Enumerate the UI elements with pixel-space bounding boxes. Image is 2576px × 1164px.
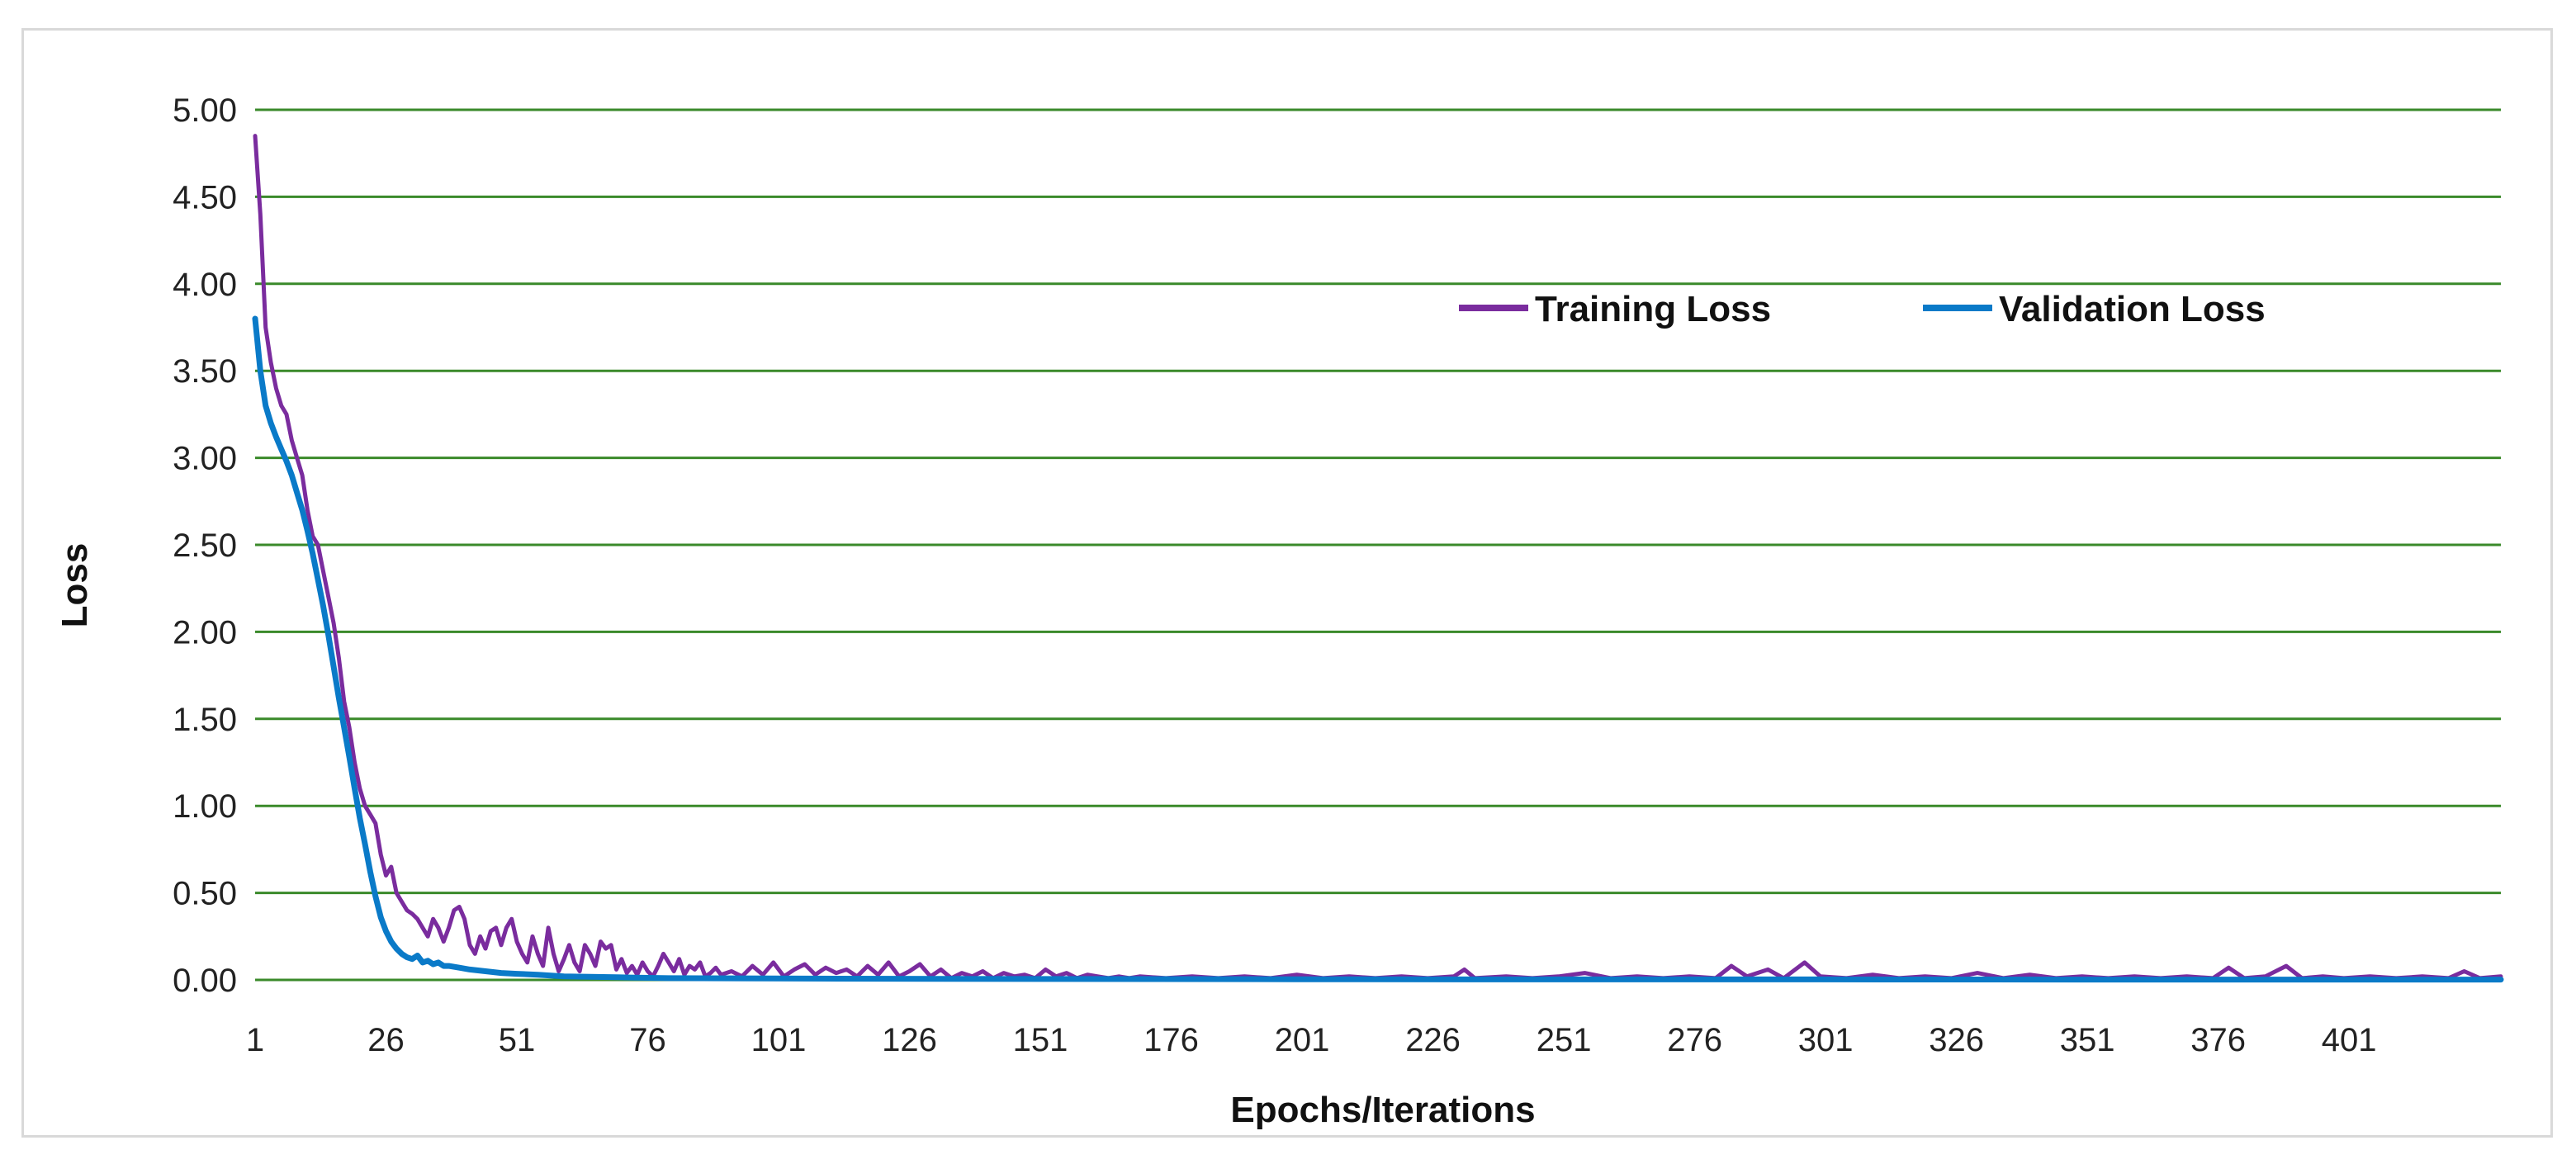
y-tick-label: 0.00	[173, 963, 237, 999]
validation-loss-line	[252, 315, 2504, 983]
legend-label-validation: Validation Loss	[1999, 289, 2266, 329]
y-tick-label: 1.50	[173, 702, 237, 738]
y-tick-label: 4.00	[173, 267, 237, 303]
x-tick-label: 226	[1405, 1022, 1461, 1058]
x-tick-label: 151	[1013, 1022, 1068, 1058]
gridlines	[255, 108, 2501, 982]
y-tick-label: 3.50	[173, 353, 237, 390]
training-loss-line	[253, 134, 2503, 981]
y-axis-ticks: 0.00 0.50 1.00 1.50 2.00 2.50 3.00 3.50 4.00 4.50…	[173, 92, 237, 999]
x-tick-label: 26	[367, 1022, 405, 1058]
x-tick-label: 376	[2190, 1022, 2246, 1058]
x-tick-label: 1	[246, 1022, 264, 1058]
x-axis-title: Epochs/Iterations	[1230, 1090, 1535, 1130]
legend-label-training: Training Loss	[1535, 289, 1771, 329]
y-tick-label: 2.50	[173, 528, 237, 564]
y-axis-title: Loss	[54, 543, 95, 628]
x-tick-label: 251	[1537, 1022, 1592, 1058]
y-tick-label: 5.00	[173, 92, 237, 129]
chart-frame: 0.00 0.50 1.00 1.50 2.00 2.50 3.00 3.50 4.00 4.50…	[21, 28, 2553, 1138]
legend: Training Loss Validation Loss	[1459, 289, 2266, 329]
x-axis-ticks: 1 26 51 76 101 126 151 176 201 226 251 276 301 326 351…	[246, 1022, 2377, 1058]
x-tick-label: 326	[1929, 1022, 1984, 1058]
y-tick-label: 3.00	[173, 441, 237, 477]
loss-chart: 0.00 0.50 1.00 1.50 2.00 2.50 3.00 3.50 4.00 4.50…	[54, 92, 2504, 1130]
y-tick-label: 0.50	[173, 876, 237, 912]
x-tick-label: 276	[1667, 1022, 1722, 1058]
x-tick-label: 76	[629, 1022, 666, 1058]
x-tick-label: 201	[1275, 1022, 1330, 1058]
series-lines	[252, 134, 2504, 983]
x-tick-label: 101	[751, 1022, 807, 1058]
x-tick-label: 176	[1144, 1022, 1199, 1058]
x-tick-label: 51	[499, 1022, 536, 1058]
y-tick-label: 4.50	[173, 179, 237, 215]
y-tick-label: 1.00	[173, 788, 237, 825]
x-tick-label: 301	[1798, 1022, 1854, 1058]
x-tick-label: 126	[882, 1022, 937, 1058]
x-tick-label: 401	[2322, 1022, 2377, 1058]
y-tick-label: 2.00	[173, 614, 237, 651]
x-tick-label: 351	[2060, 1022, 2115, 1058]
